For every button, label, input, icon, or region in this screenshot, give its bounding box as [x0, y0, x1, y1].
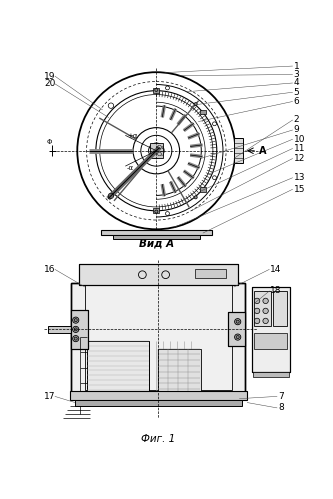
Bar	[71, 310, 88, 349]
Text: 13: 13	[293, 173, 305, 182]
Text: Oᵤ: Oᵤ	[157, 152, 165, 157]
Bar	[253, 372, 289, 377]
Text: 2: 2	[293, 115, 299, 124]
Text: 1: 1	[293, 61, 299, 70]
Bar	[199, 110, 206, 114]
Circle shape	[254, 298, 260, 303]
Circle shape	[254, 308, 260, 313]
Bar	[195, 268, 226, 278]
Bar	[150, 143, 163, 159]
Text: 12: 12	[293, 154, 305, 163]
Bar	[48, 325, 71, 333]
Bar	[228, 312, 245, 346]
Bar	[252, 287, 290, 372]
Circle shape	[73, 335, 79, 342]
Circle shape	[263, 318, 268, 324]
Bar	[113, 236, 200, 240]
Text: 17: 17	[44, 392, 56, 401]
Bar	[254, 291, 271, 325]
Text: Φ: Φ	[47, 139, 52, 145]
Bar	[254, 333, 286, 349]
Bar	[71, 283, 245, 395]
Bar	[153, 209, 160, 213]
Text: A: A	[259, 146, 266, 156]
Circle shape	[73, 317, 79, 323]
Text: 7: 7	[278, 392, 284, 401]
Bar	[71, 283, 245, 395]
Circle shape	[73, 326, 79, 332]
Bar	[234, 138, 243, 163]
Circle shape	[194, 196, 197, 199]
Circle shape	[155, 88, 158, 91]
Bar	[101, 230, 212, 236]
Bar	[85, 285, 231, 390]
Bar	[158, 349, 200, 395]
Text: 9: 9	[293, 125, 299, 134]
Circle shape	[235, 334, 241, 340]
Text: 3: 3	[293, 70, 299, 79]
Text: 14: 14	[270, 265, 282, 274]
Circle shape	[74, 328, 77, 331]
Text: 4: 4	[293, 78, 299, 87]
Text: Фиг. 1: Фиг. 1	[141, 434, 175, 444]
Bar	[199, 187, 206, 192]
Bar	[70, 391, 247, 400]
Text: 15: 15	[293, 185, 305, 194]
Text: 6: 6	[293, 97, 299, 106]
Circle shape	[235, 318, 241, 325]
Bar	[79, 264, 238, 285]
Circle shape	[263, 308, 268, 313]
Circle shape	[236, 335, 239, 339]
Text: 16: 16	[44, 265, 56, 274]
Text: 19: 19	[44, 71, 56, 80]
Text: +α: +α	[127, 133, 138, 139]
Text: 10: 10	[293, 135, 305, 144]
Circle shape	[194, 103, 197, 106]
Circle shape	[74, 318, 77, 322]
Bar	[79, 264, 238, 285]
Text: O₁: O₁	[157, 145, 165, 150]
Circle shape	[254, 318, 260, 324]
Circle shape	[236, 320, 239, 323]
Text: 5: 5	[293, 88, 299, 97]
Text: Вид A: Вид A	[139, 238, 174, 248]
Bar	[87, 341, 149, 395]
Circle shape	[155, 210, 158, 213]
Bar	[71, 310, 88, 349]
Circle shape	[263, 298, 268, 303]
Circle shape	[74, 337, 77, 340]
Bar	[228, 312, 245, 346]
Bar	[153, 88, 160, 93]
Text: 18: 18	[270, 286, 282, 295]
Text: 8: 8	[278, 403, 284, 412]
Bar	[75, 400, 241, 406]
Text: 20: 20	[44, 79, 55, 88]
Text: 11: 11	[293, 144, 305, 153]
Bar	[252, 287, 290, 372]
Bar	[273, 291, 287, 325]
Text: -α: -α	[127, 165, 134, 171]
